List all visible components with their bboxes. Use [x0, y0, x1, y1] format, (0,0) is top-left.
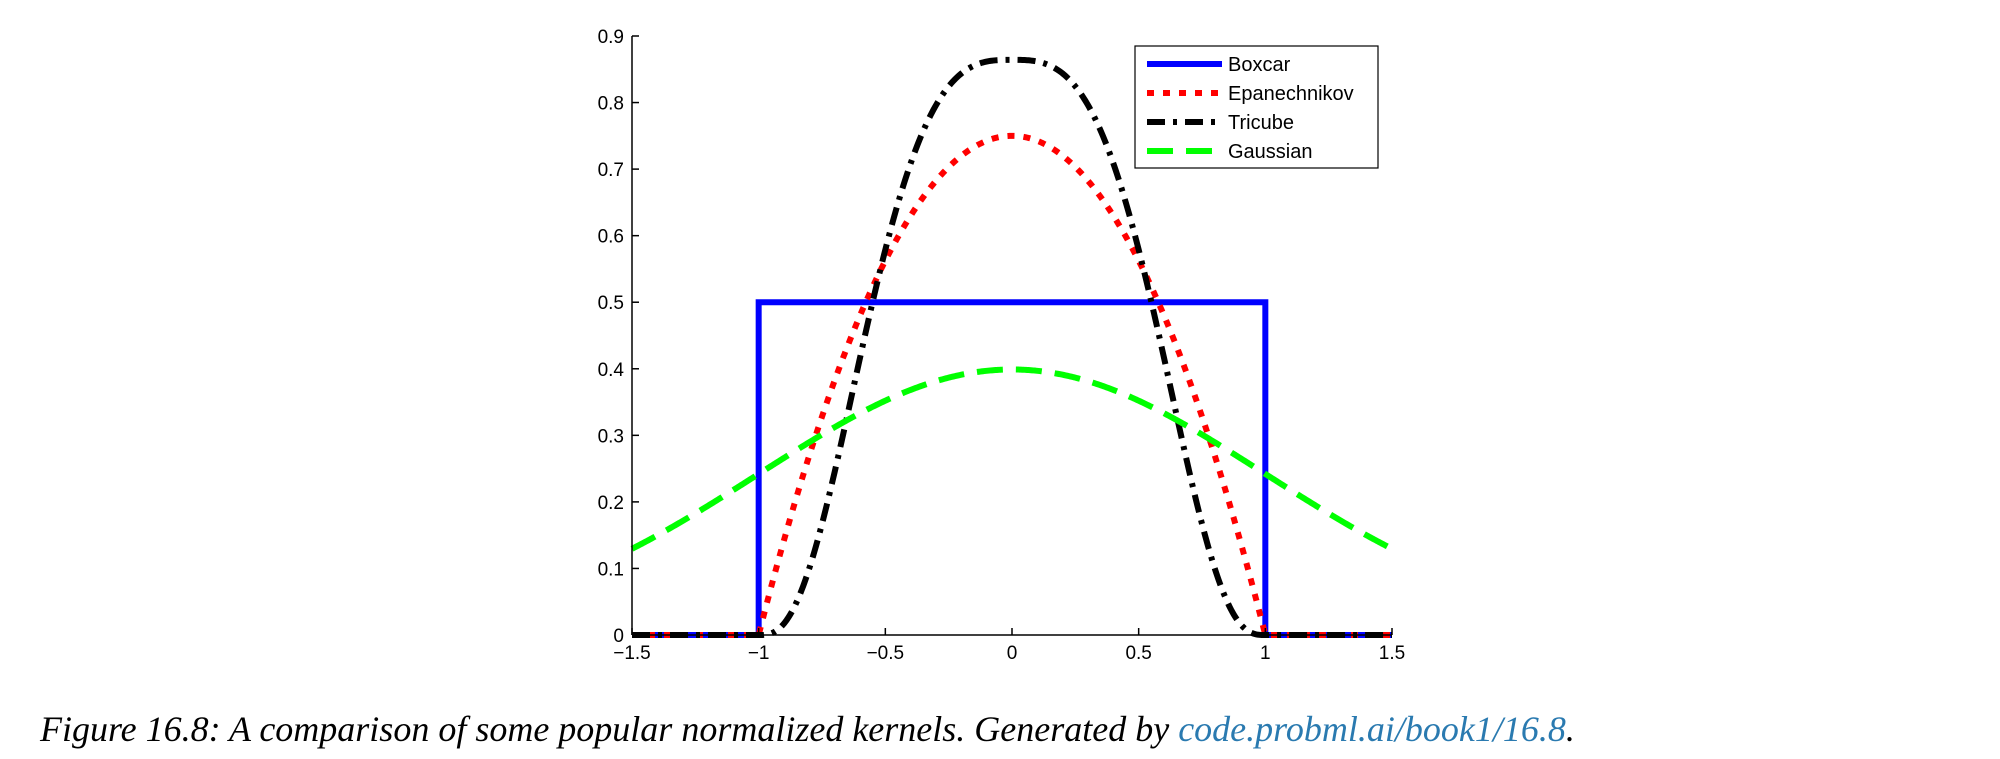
y-tick-label: 0.4 — [598, 360, 625, 381]
y-tick-label: 0.7 — [598, 160, 624, 181]
legend-label-gaussian: Gaussian — [1228, 141, 1313, 163]
y-tick-label: 0.5 — [598, 293, 624, 314]
x-tick-label: 1 — [1260, 643, 1271, 664]
series-line-epanechnikov — [632, 132, 1392, 638]
legend-label-tricube: Tricube — [1228, 112, 1294, 134]
legend-label-epanechnikov: Epanechnikov — [1228, 83, 1354, 105]
y-tick-label: 0.8 — [598, 94, 624, 115]
y-tick-label: 0.6 — [598, 227, 624, 248]
x-tick-label: 0 — [1007, 643, 1018, 664]
series-line-gaussian — [630, 366, 1394, 552]
figure-caption: Figure 16.8: A comparison of some popula… — [40, 708, 1980, 750]
x-tick-label: 1.5 — [1379, 643, 1405, 664]
caption-text: Figure 16.8: A comparison of some popula… — [40, 709, 1179, 749]
axes: −1.5 −1 −0.5 0 0.5 1 1.5 0 0.1 0.2 0.3 0.4 0.5 0.6 0.7… — [598, 27, 1406, 664]
y-tick-label: 0.1 — [598, 559, 624, 580]
x-tick-label: −1 — [748, 643, 770, 664]
x-tick-label: 0.5 — [1125, 643, 1151, 664]
caption-end: . — [1565, 709, 1575, 749]
y-tick-label: 0.3 — [598, 426, 624, 447]
kernel-comparison-chart: −1.5 −1 −0.5 0 0.5 1 1.5 0 0.1 0.2 0.3 0.4 0.5 0.6 0.7… — [598, 27, 1406, 664]
x-tick-label: −0.5 — [867, 643, 905, 664]
y-tick-label: 0.9 — [598, 27, 624, 48]
series-line-boxcar — [632, 299, 1392, 638]
caption-link[interactable]: code.probml.ai/book1/16.8 — [1178, 709, 1566, 749]
x-tick-label: −1.5 — [613, 643, 651, 664]
y-tick-label: 0.2 — [598, 493, 624, 514]
legend-label-boxcar: Boxcar — [1228, 54, 1291, 76]
legend: Boxcar Epanechnikov Tricube Gaussian — [1134, 45, 1379, 169]
y-tick-label: 0 — [613, 626, 624, 647]
